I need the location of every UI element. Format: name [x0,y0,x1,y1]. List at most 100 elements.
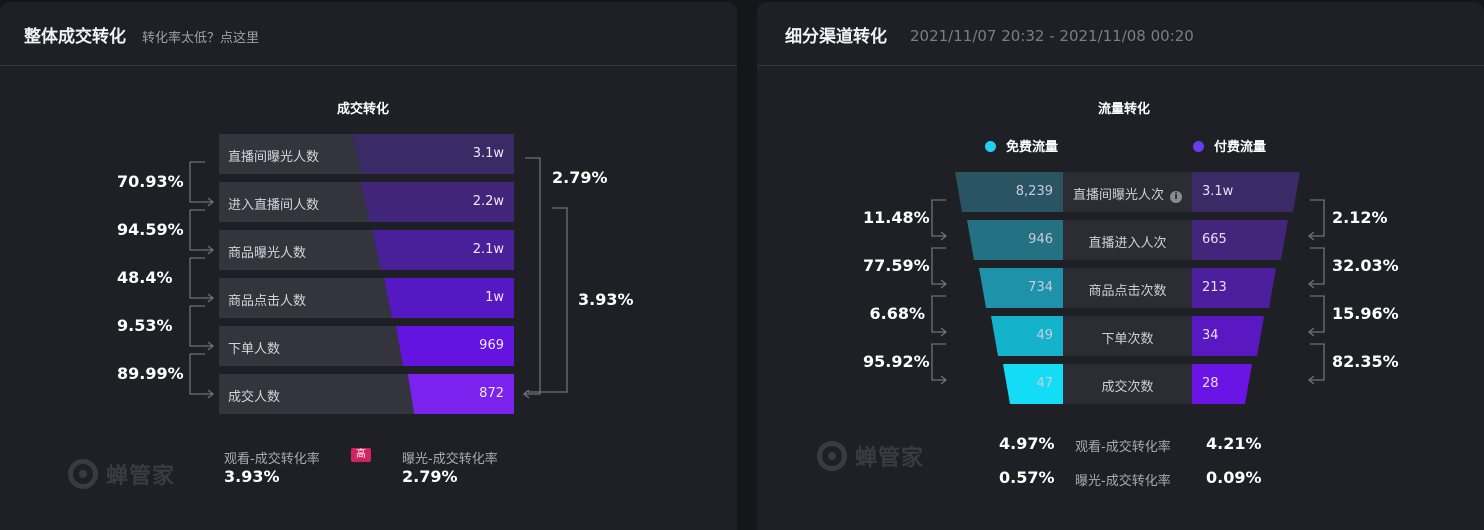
stage-label-cell: 商品点击次数 [1063,268,1192,308]
stage-label-cell: 成交次数 [1063,364,1192,404]
funnel-value: 1w [485,290,504,305]
stage-label: 下单次数 [1063,328,1192,347]
chart-title: 流量转化 [1098,102,1151,117]
paid-step-rate: 82.35% [1332,352,1399,371]
summary-label: 曝光-成交转化率 [1075,474,1171,489]
free-traffic-value: 946 [1028,232,1053,247]
funnel-label: 直播间曝光人数 [228,150,320,165]
stage-label-text: 直播间曝光人次 [1072,188,1164,203]
overall-rate-exposure: 2.79% [552,168,608,187]
free-traffic-value: 49 [1036,328,1053,343]
funnel-row[interactable]: 进入直播间人数 2.2w [219,182,514,222]
paid-step-rate: 32.03% [1332,256,1399,275]
funnel-row[interactable]: 商品点击人数 1w [219,278,514,318]
date-range: 2021/11/07 20:32 - 2021/11/08 00:20 [910,27,1194,45]
step-rate: 89.99% [117,364,184,383]
stage-label-cell: 直播进入人次 [1063,220,1192,260]
legend-paid[interactable]: 付费流量 [1193,136,1266,155]
free-traffic-bar[interactable]: 734 [979,268,1063,308]
paid-traffic-bar[interactable]: 3.1w [1192,172,1300,212]
stage-label: 成交次数 [1063,376,1192,395]
watch-conversion-label: 观看-成交转化率 [224,452,320,467]
free-traffic-bar[interactable]: 49 [991,316,1063,356]
funnel-row[interactable]: 直播间曝光人数 3.1w [219,134,514,174]
funnel-row[interactable]: 下单人数 969 [219,326,514,366]
high-badge: 高 [351,448,371,462]
funnel-bar-fill [351,134,514,174]
stage-label-text: 下单次数 [1101,332,1154,347]
free-traffic-bar[interactable]: 946 [967,220,1063,260]
free-summary-value: 4.97% [999,434,1055,453]
panel-header: 细分渠道转化 2021/11/07 20:32 - 2021/11/08 00:… [757,2,1484,66]
stage-label-cell: 直播间曝光人次 i [1063,172,1192,212]
free-traffic-value: 8,239 [1015,184,1053,199]
paid-traffic-bar[interactable]: 665 [1192,220,1288,260]
funnel-row[interactable]: 成交人数 872 [219,374,514,414]
funnel-label: 商品曝光人数 [228,246,307,261]
step-rate: 48.4% [117,268,173,287]
paid-traffic-bar[interactable]: 213 [1192,268,1276,308]
funnel-bar-fill [407,374,514,414]
free-summary-value: 0.57% [999,468,1055,487]
panel-title: 整体成交转化 [24,27,126,47]
paid-traffic-value: 34 [1202,328,1219,343]
free-traffic-value: 47 [1036,376,1053,391]
funnel-label: 进入直播间人数 [228,198,320,213]
step-rate: 9.53% [117,316,173,335]
paid-traffic-bar[interactable]: 34 [1192,316,1264,356]
funnel-bar-fill [360,182,514,222]
summary-label: 观看-成交转化率 [1075,440,1171,455]
info-icon[interactable]: i [1170,191,1182,203]
watermark-logo: 蝉管家 [817,440,924,472]
watermark-text: 蝉管家 [855,446,925,471]
watch-conversion-value: 3.93% [224,467,280,486]
exposure-conversion-value: 2.79% [402,467,458,486]
paid-summary-value: 0.09% [1206,468,1262,487]
free-step-rate: 77.59% [863,256,930,275]
panel-title: 细分渠道转化 [785,27,887,47]
funnel-bar-fill [396,326,514,366]
paid-traffic-value: 665 [1202,232,1227,247]
channel-conversion-panel: 细分渠道转化 2021/11/07 20:32 - 2021/11/08 00:… [757,2,1484,530]
stage-label: 商品点击次数 [1063,280,1192,299]
free-step-rate: 95.92% [863,352,930,371]
free-traffic-value: 734 [1028,280,1053,295]
stage-label-text: 商品点击次数 [1088,284,1167,299]
funnel-bar-fill [384,278,514,318]
free-step-rate: 6.68% [869,304,925,323]
watermark-text: 蝉管家 [106,464,176,489]
free-step-rate: 11.48% [863,208,930,227]
watermark-icon [817,441,847,471]
funnel-label: 成交人数 [228,390,281,405]
watermark-logo: 蝉管家 [68,458,175,490]
funnel-value: 3.1w [472,146,504,161]
funnel-bar-fill [372,230,514,270]
stage-label: 直播进入人次 [1063,232,1192,251]
paid-step-rate: 15.96% [1332,304,1399,323]
paid-step-rate: 2.12% [1332,208,1388,227]
panel-header: 整体成交转化 转化率太低？点这里 [0,2,737,66]
paid-summary-value: 4.21% [1206,434,1262,453]
funnel-label: 下单人数 [228,342,281,357]
free-dot-icon [985,141,996,152]
funnel-value: 969 [479,338,504,353]
free-traffic-bar[interactable]: 8,239 [955,172,1063,212]
paid-traffic-bar[interactable]: 28 [1192,364,1252,404]
funnel-label: 商品点击人数 [228,294,307,309]
exposure-conversion-label: 曝光-成交转化率 [402,452,498,467]
paid-traffic-value: 28 [1202,376,1219,391]
legend-free[interactable]: 免费流量 [985,136,1058,155]
stage-label-cell: 下单次数 [1063,316,1192,356]
overall-rate-click: 3.93% [578,290,634,309]
funnel-row[interactable]: 商品曝光人数 2.1w [219,230,514,270]
step-rate: 94.59% [117,220,184,239]
free-traffic-bar[interactable]: 47 [1003,364,1063,404]
watermark-icon [68,459,98,489]
funnel-value: 2.2w [472,194,504,209]
help-link[interactable]: 转化率太低？点这里 [142,31,260,46]
stage-label-text: 直播进入人次 [1088,236,1167,251]
funnel-value: 2.1w [472,242,504,257]
step-rate: 70.93% [117,172,184,191]
stage-label: 直播间曝光人次 i [1063,184,1192,203]
funnel-value: 872 [479,386,504,401]
